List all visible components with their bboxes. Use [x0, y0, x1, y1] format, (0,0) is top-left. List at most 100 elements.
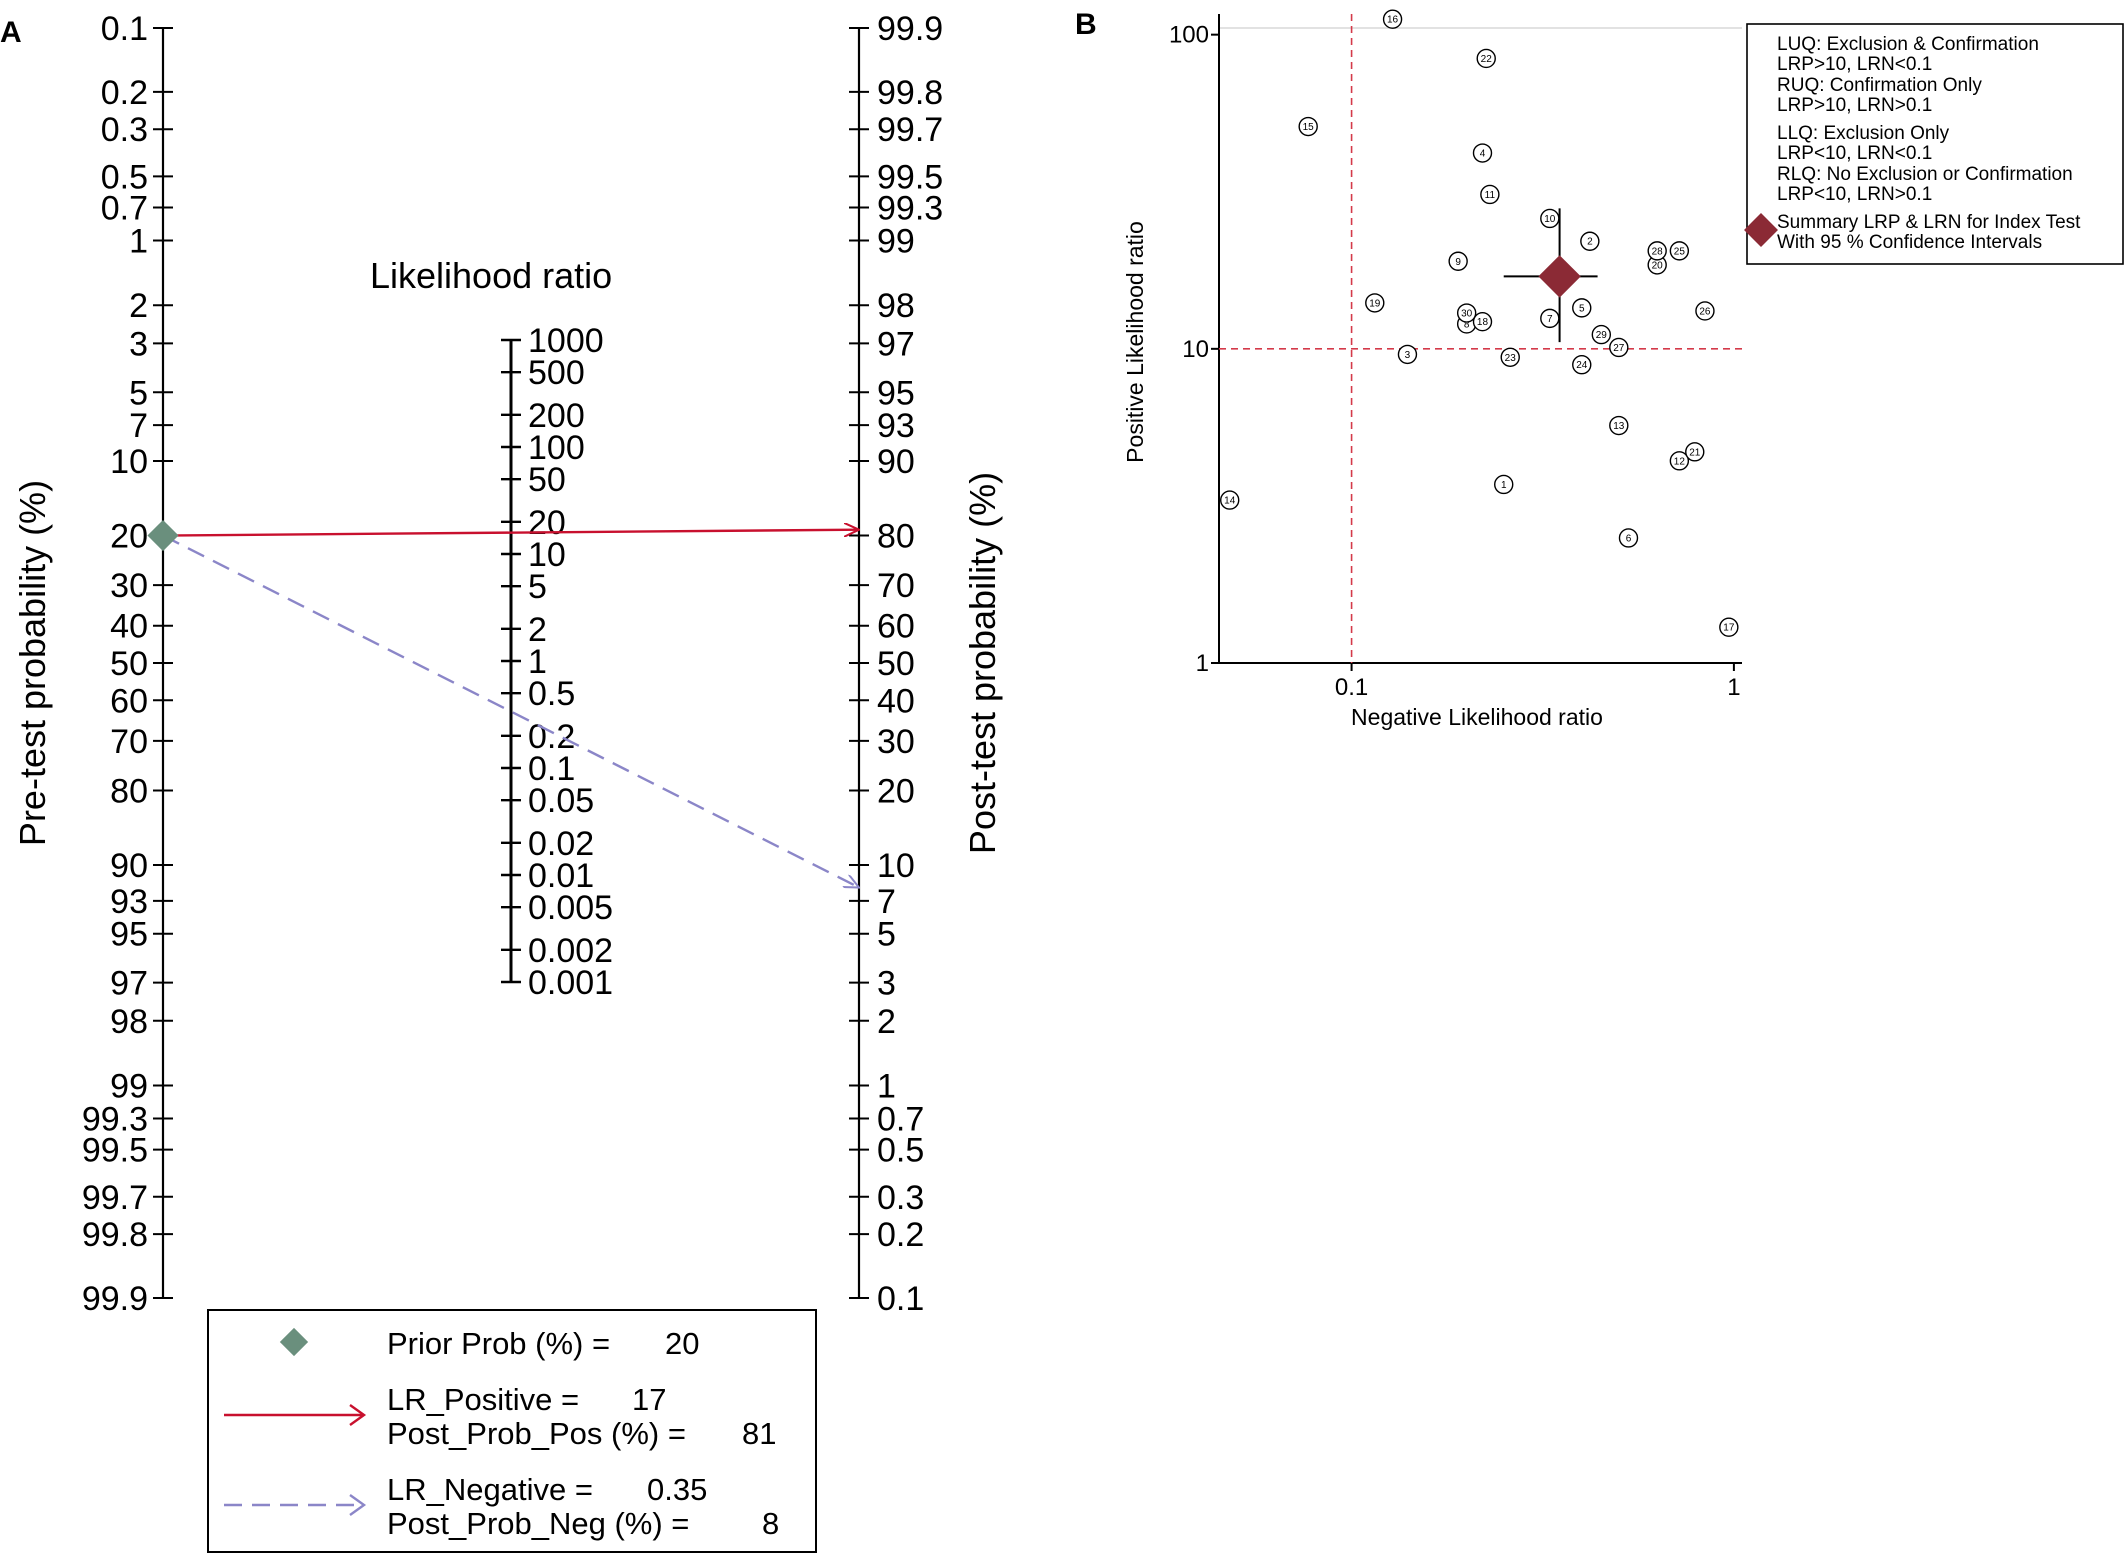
lr-tick-label-7: 5	[528, 568, 547, 606]
lr-tick-label-2: 200	[528, 397, 585, 435]
pre-test-tick-label-28: 99.9	[82, 1280, 148, 1318]
study-point-14	[1220, 490, 1240, 510]
post-test-axis-title: Post-test probability (%)	[962, 472, 1003, 854]
study-point-1	[1494, 474, 1514, 495]
post-test-tick-label-8: 95	[877, 374, 915, 412]
pre-test-tick-label-23: 99	[110, 1067, 148, 1105]
scatter-x-tick-label-1: 1	[1727, 674, 1740, 701]
study-point-3	[1397, 344, 1418, 365]
post-test-tick-label-10: 90	[877, 443, 915, 481]
pre-test-tick-label-0: 0.1	[101, 10, 148, 48]
pre-test-tick-label-12: 30	[110, 567, 148, 605]
legend-summary-diamond-icon	[1744, 213, 1778, 247]
pre-test-tick-label-27: 99.8	[82, 1216, 148, 1254]
legend-prior-marker	[279, 1327, 309, 1357]
study-point-label-11: 11	[1485, 190, 1496, 201]
pre-test-tick-label-6: 2	[129, 287, 148, 325]
scatter-ticks: 0.1 1 100 10 1	[1169, 22, 1741, 701]
study-point-label-28: 28	[1652, 246, 1664, 257]
study-point-12	[1669, 451, 1690, 471]
pre-test-tick-label-18: 90	[110, 847, 148, 885]
study-point-label-26: 26	[1699, 306, 1711, 317]
legend-lr-negative-value: 0.35	[647, 1472, 707, 1507]
study-point-label-17: 17	[1723, 623, 1735, 634]
post-test-tick-label-6: 98	[877, 287, 915, 325]
post-test-tick-label-14: 50	[877, 645, 915, 683]
study-point-5	[1572, 298, 1592, 318]
study-point-label-3: 3	[1405, 350, 1411, 361]
study-point-25	[1669, 241, 1690, 261]
pre-test-tick-label-10: 10	[110, 443, 148, 481]
legend-rlq-rule: LRP<10, LRN>0.1	[1777, 184, 1932, 205]
legend-lr-negative-label: LR_Negative =	[387, 1472, 593, 1507]
scatter-y-axis-title: Positive Likelihood ratio	[1122, 221, 1148, 463]
scatter-x-axis-title: Negative Likelihood ratio	[1351, 704, 1603, 730]
study-point-23	[1500, 347, 1520, 367]
post-test-tick-label-18: 10	[877, 847, 915, 885]
study-point-4	[1472, 143, 1493, 163]
study-point-label-1: 1	[1501, 480, 1507, 491]
study-point-15	[1298, 116, 1318, 137]
lr-tick-label-1: 500	[528, 354, 585, 392]
pre-test-tick-label-26: 99.7	[82, 1179, 148, 1217]
legend-positive-arrow-icon	[349, 1404, 367, 1426]
study-point-9	[1448, 251, 1468, 271]
legend-summary-line1: Summary LRP & LRN for Index Test	[1777, 212, 2081, 233]
pre-test-tick-label-4: 0.7	[101, 189, 148, 227]
post-test-tick-label-2: 99.7	[877, 111, 943, 149]
pre-test-tick-label-9: 7	[129, 407, 148, 445]
study-point-label-13: 13	[1613, 421, 1625, 432]
pre-test-tick-label-5: 1	[129, 223, 148, 261]
study-point-label-4: 4	[1480, 149, 1486, 160]
lr-tick-label-12: 0.1	[528, 750, 575, 788]
study-point-19	[1365, 293, 1385, 313]
lr-tick-label-8: 2	[528, 611, 547, 649]
study-point-27	[1609, 337, 1629, 358]
lr-tick-label-14: 0.02	[528, 825, 594, 863]
post-test-tick-label-27: 0.2	[877, 1216, 924, 1254]
study-point-24	[1572, 355, 1592, 375]
legend-llq-title: LLQ: Exclusion Only	[1777, 123, 1950, 144]
scatter-y-tick-label-2: 1	[1196, 650, 1209, 677]
study-point-label-9: 9	[1455, 257, 1461, 268]
lr-tick-label-18: 0.001	[528, 964, 613, 1002]
legend-negative-arrow-icon	[349, 1494, 367, 1516]
post-test-tick-label-11: 80	[877, 518, 915, 556]
study-point-30	[1456, 303, 1477, 323]
legend-post-prob-neg-label: Post_Prob_Neg (%) =	[387, 1506, 689, 1541]
pre-test-tick-label-20: 95	[110, 916, 148, 954]
post-test-tick-label-7: 97	[877, 325, 915, 363]
post-test-tick-label-16: 30	[877, 723, 915, 761]
post-test-tick-label-9: 93	[877, 407, 915, 445]
pre-test-tick-label-11: 20	[110, 518, 148, 556]
lr-tick-label-10: 0.5	[528, 675, 575, 713]
study-point-16	[1382, 9, 1403, 29]
post-test-tick-label-13: 60	[877, 608, 915, 646]
lr-tick-label-16: 0.005	[528, 889, 613, 927]
post-test-tick-label-24: 0.7	[877, 1101, 924, 1139]
scatter-y-tick-label-1: 10	[1182, 336, 1209, 363]
study-point-label-5: 5	[1579, 303, 1585, 314]
lr-negative-line	[162, 534, 859, 889]
post-test-tick-label-12: 70	[877, 567, 915, 605]
post-test-tick-label-28: 0.1	[877, 1280, 924, 1318]
post-test-tick-label-22: 2	[877, 1003, 896, 1041]
pre-test-tick-label-19: 93	[110, 883, 148, 921]
study-point-21	[1685, 442, 1705, 462]
legend-llq-rule: LRP<10, LRN<0.1	[1777, 143, 1932, 164]
legend-luq-rule: LRP>10, LRN<0.1	[1777, 54, 1932, 75]
post-test-tick-label-20: 5	[877, 916, 896, 954]
study-point-2	[1580, 231, 1600, 251]
study-point-label-14: 14	[1224, 496, 1236, 507]
lr-tick-label-15: 0.01	[528, 857, 594, 895]
study-point-28	[1647, 241, 1667, 261]
scatter-legend-box	[1746, 23, 2124, 265]
lr-tick-label-6: 10	[528, 536, 566, 574]
study-point-label-7: 7	[1547, 314, 1553, 325]
likelihood-ratio-ticks: 10005002001005020105210.50.20.10.050.020…	[501, 322, 613, 1002]
study-point-17	[1719, 617, 1739, 637]
lr-tick-label-5: 20	[528, 504, 566, 542]
legend-post-prob-pos-label: Post_Prob_Pos (%) =	[387, 1416, 686, 1451]
lr-tick-label-3: 100	[528, 429, 585, 467]
study-points: 1234567891011121314151617181920212223242…	[1220, 9, 1739, 637]
